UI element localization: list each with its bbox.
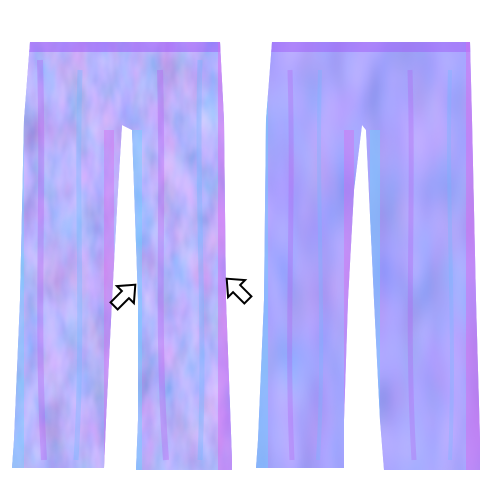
outline-arrow-icon — [109, 283, 137, 311]
outline-arrow-icon — [225, 277, 253, 305]
left-trousers-normal-map — [12, 42, 232, 470]
right-trousers-normal-map — [256, 42, 480, 470]
